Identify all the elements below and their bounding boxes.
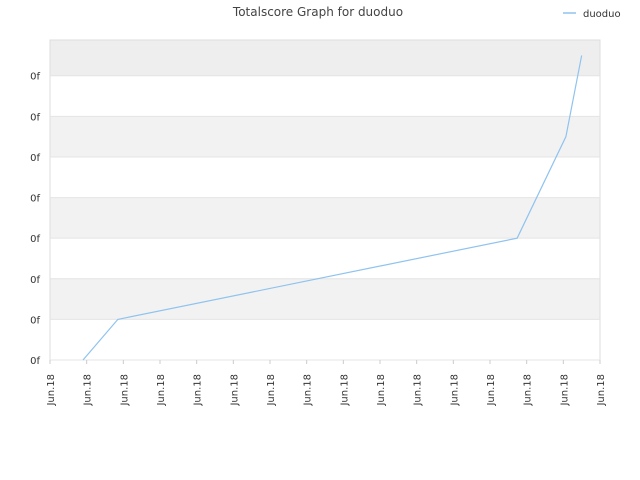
x-tick-label: Jun.18 [46, 374, 57, 407]
chart-title: Totalscore Graph for duoduo [232, 5, 403, 19]
grid-band [50, 278, 600, 320]
x-tick-label: Jun.18 [156, 374, 167, 407]
y-tick-label: 0f [30, 112, 40, 123]
x-tick-label: Jun.18 [413, 374, 424, 407]
y-tick-label: 0f [30, 234, 40, 245]
x-tick-label: Jun.18 [449, 374, 460, 407]
grid-band [50, 197, 600, 239]
y-tick-label: 0f [30, 153, 40, 164]
grid-band [50, 40, 600, 76]
x-tick-label: Jun.18 [339, 374, 350, 407]
y-tick-label: 0f [30, 356, 40, 367]
x-tick-label: Jun.18 [376, 374, 387, 407]
x-tick-label: Jun.18 [266, 374, 277, 407]
legend-label: duoduo [583, 9, 621, 20]
y-tick-label: 0f [30, 315, 40, 326]
y-tick-label: 0f [30, 275, 40, 286]
x-tick-label: Jun.18 [193, 374, 204, 407]
data-line [82, 55, 583, 361]
x-tick-label: Jun.18 [486, 374, 497, 407]
y-tick-label: 0f [30, 194, 40, 205]
y-tick-label: 0f [30, 72, 40, 83]
x-tick-label: Jun.18 [83, 374, 94, 407]
x-tick-label: Jun.18 [596, 374, 607, 407]
grid-band [50, 116, 600, 157]
x-tick-label: Jun.18 [523, 374, 534, 407]
x-tick-label: Jun.18 [119, 374, 130, 407]
x-tick-label: Jun.18 [559, 374, 570, 407]
x-tick-label: Jun.18 [303, 374, 314, 407]
x-tick-label: Jun.18 [229, 374, 240, 407]
